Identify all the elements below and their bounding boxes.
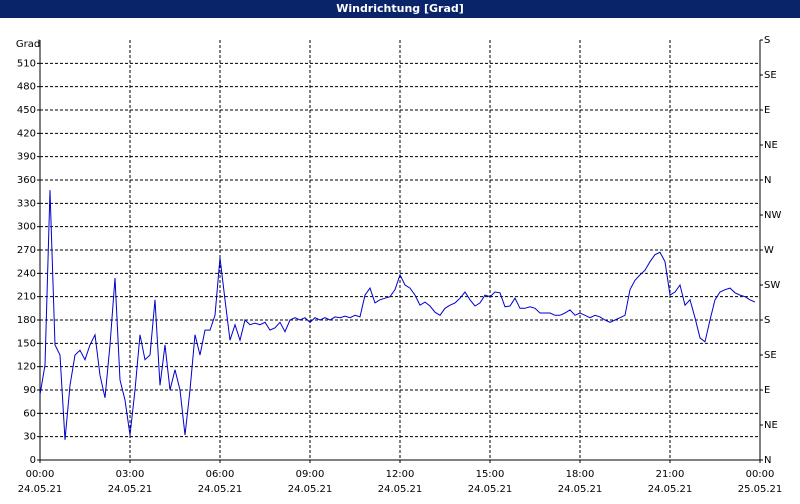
y-tick-label: 180 [17,315,36,326]
y2-tick-label: SE [764,70,777,81]
y-tick-label: 330 [17,198,36,209]
y-axis-label: Grad [16,39,40,50]
y-tick-label: 60 [23,408,36,419]
y-tick-label: 300 [17,222,36,233]
x-tick-date: 24.05.21 [648,484,693,495]
y-tick-label: 270 [17,245,36,256]
y2-tick-label: NE [764,140,778,151]
x-tick-date: 24.05.21 [468,484,513,495]
title-bar [0,0,800,18]
x-tick-label: 06:00 [206,469,235,480]
x-tick-label: 00:00 [26,469,55,480]
data-line [39,190,756,440]
x-tick-label: 00:00 [746,469,775,480]
y2-tick-label: E [764,385,770,396]
x-tick-date: 24.05.21 [198,484,243,495]
y-tick-label: 360 [17,175,36,186]
x-tick-label: 12:00 [386,469,415,480]
y-tick-label: 480 [17,82,36,93]
x-tick-label: 15:00 [476,469,505,480]
y-tick-label: 240 [17,268,36,279]
y2-tick-label: NW [764,210,781,221]
x-tick-date: 24.05.21 [288,484,333,495]
y2-tick-label: S [764,315,770,326]
y-tick-label: 450 [17,105,36,116]
y2-tick-label: S [764,35,770,46]
y-tick-label: 90 [23,385,36,396]
y-tick-label: 390 [17,152,36,163]
y2-tick-label: NE [764,420,778,431]
y-tick-label: 420 [17,128,36,139]
y-tick-label: 30 [23,432,36,443]
y2-tick-label: N [764,455,771,466]
y2-tick-label: N [764,175,771,186]
y2-tick-label: W [764,245,774,256]
x-tick-label: 09:00 [296,469,325,480]
y-tick-label: 150 [17,338,36,349]
y-tick-label: 120 [17,362,36,373]
y2-tick-label: SE [764,350,777,361]
x-tick-label: 03:00 [116,469,145,480]
x-tick-date: 24.05.21 [378,484,423,495]
y-tick-label: 210 [17,292,36,303]
x-tick-date: 24.05.21 [558,484,603,495]
x-tick-label: 18:00 [566,469,595,480]
x-tick-date: 25.05.21 [738,484,783,495]
x-tick-date: 24.05.21 [18,484,63,495]
y2-tick-label: E [764,105,770,116]
y-tick-label: 510 [17,58,36,69]
x-tick-label: 21:00 [656,469,685,480]
y-tick-label: 0 [30,455,36,466]
y2-tick-label: SW [764,280,780,291]
x-tick-date: 24.05.21 [108,484,153,495]
chart-title: Windrichtung [Grad] [336,2,464,15]
